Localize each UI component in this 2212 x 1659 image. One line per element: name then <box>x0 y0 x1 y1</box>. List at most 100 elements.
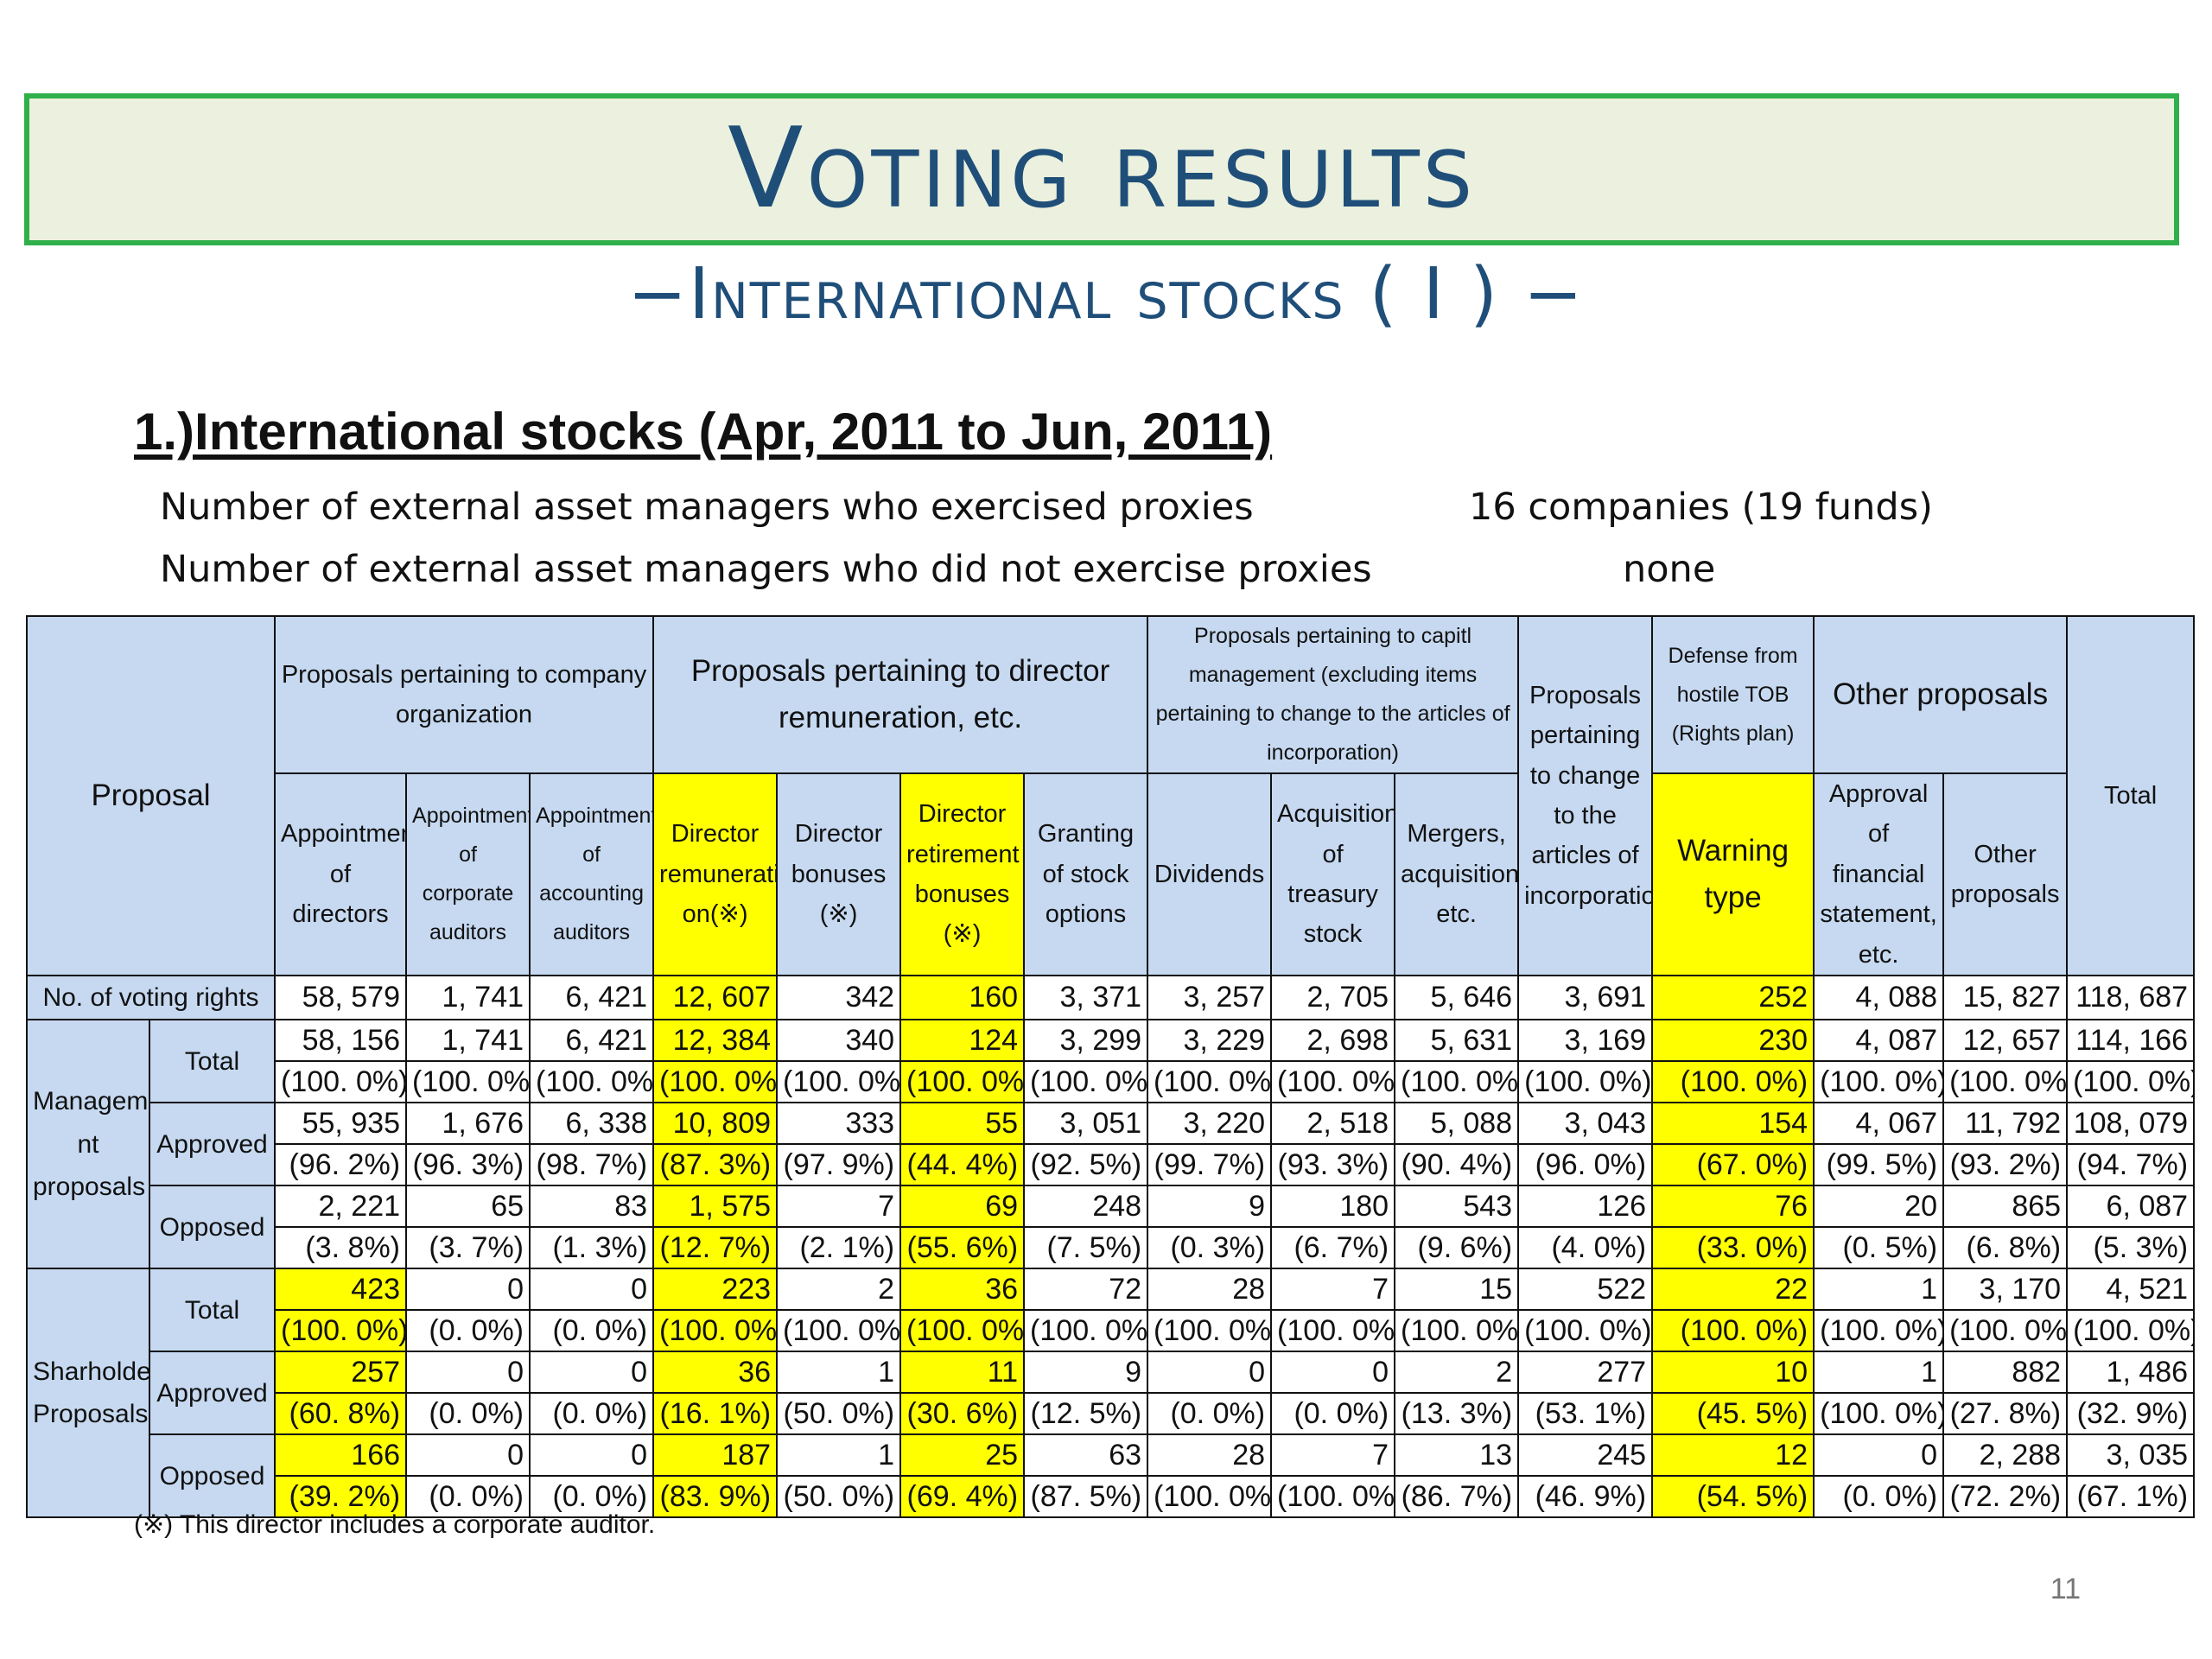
table-cell: 3, 229 <box>1147 1019 1273 1063</box>
table-cell: (93. 3%) <box>1270 1143 1396 1187</box>
table-cell: 1 <box>1813 1351 1945 1395</box>
info-exercised-value: 16 companies (19 funds) <box>1469 486 1933 529</box>
table-cell: (12. 5%) <box>1023 1392 1149 1436</box>
table-cell: (27. 8%) <box>1942 1392 2069 1436</box>
table-cell: 154 <box>1651 1102 1815 1146</box>
title-box: Voting results <box>24 93 2179 245</box>
table-cell: 6, 421 <box>529 1019 655 1063</box>
table-cell: (100. 0%) <box>1270 1475 1396 1519</box>
table-cell: (100. 0%) <box>2066 1309 2196 1353</box>
table-cell: 248 <box>1023 1185 1149 1229</box>
table-cell: 0 <box>529 1268 655 1312</box>
table-cell: (100. 0%) <box>1942 1060 2069 1104</box>
table-cell: 114, 166 <box>2066 1019 2196 1063</box>
group-header-defense-tob: Defense from hostile TOB (Rights plan) <box>1651 615 1815 774</box>
col-header-appointment-corporate-auditors: Appointment of corporate auditors <box>405 772 531 976</box>
table-cell: 5, 088 <box>1394 1102 1520 1146</box>
table-cell: 223 <box>652 1268 779 1312</box>
section-heading: 1.)International stocks (Apr, 2011 to Ju… <box>134 403 1273 461</box>
table-cell: (60. 8%) <box>274 1392 408 1436</box>
table-cell: 0 <box>529 1351 655 1395</box>
table-cell: 245 <box>1517 1433 1654 1478</box>
table-cell: 180 <box>1270 1185 1396 1229</box>
table-cell: 1, 741 <box>405 974 531 1021</box>
col-header-dividends: Dividends <box>1147 772 1273 976</box>
table-cell: (98. 7%) <box>529 1143 655 1187</box>
row-label-mgmt-total: Total <box>148 1019 276 1104</box>
table-cell: 6, 338 <box>529 1102 655 1146</box>
group-header-company-organization: Proposals pertaining to company organiza… <box>274 615 655 774</box>
table-cell: 5, 646 <box>1394 974 1520 1021</box>
table-cell: (100. 0%) <box>1517 1309 1654 1353</box>
table-cell: (2. 1%) <box>776 1226 902 1270</box>
table-cell: (100. 0%) <box>1813 1392 1945 1436</box>
table-cell: (100. 0%) <box>1394 1309 1520 1353</box>
table-cell: 10, 809 <box>652 1102 779 1146</box>
table-cell: (100. 0%) <box>529 1060 655 1104</box>
table-cell: (100. 0%) <box>776 1060 902 1104</box>
table-cell: (100. 0%) <box>1813 1060 1945 1104</box>
table-cell: 0 <box>405 1268 531 1312</box>
table-cell: 160 <box>899 974 1026 1021</box>
col-header-warning-type: Warning type <box>1651 772 1815 976</box>
table-cell: (100. 0%) <box>1270 1309 1396 1353</box>
col-header-director-retirement-bonuses: Director retirement bonuses (※) <box>899 772 1026 976</box>
table-cell: (100. 0%) <box>776 1309 902 1353</box>
table-cell: 0 <box>1270 1351 1396 1395</box>
row-sh-opposed-pct: (39. 2%) (0. 0%) (0. 0%) (83. 9%) (50. 0%) (6… <box>27 1475 2196 1519</box>
table-cell: (90. 4%) <box>1394 1143 1520 1187</box>
table-cell: (1. 3%) <box>529 1226 655 1270</box>
col-header-appointment-directors: Appointment of directors <box>274 772 408 976</box>
table-cell: (32. 9%) <box>2066 1392 2196 1436</box>
table-cell: (86. 7%) <box>1394 1475 1520 1519</box>
table-cell: (6. 8%) <box>1942 1226 2069 1270</box>
row-label-management-proposals: Manageme nt proposals <box>26 1019 150 1270</box>
table-cell: (94. 7%) <box>2066 1143 2196 1187</box>
table-cell: (53. 1%) <box>1517 1392 1654 1436</box>
table-cell: (100. 0%) <box>1023 1060 1149 1104</box>
table-cell: 252 <box>1651 974 1815 1021</box>
row-mgmt-total-pct: (100. 0%) (100. 0%) (100. 0%) (100. 0%) (100… <box>27 1060 2196 1104</box>
table-cell: 2, 221 <box>274 1185 408 1229</box>
table-cell: (100. 0%) <box>1023 1309 1149 1353</box>
table-cell: 2 <box>776 1268 902 1312</box>
row-voting-rights: No. of voting rights 58, 579 1, 741 6, 421… <box>25 974 2196 1021</box>
table-cell: (87. 5%) <box>1023 1475 1149 1519</box>
table-cell: (100. 0%) <box>899 1309 1026 1353</box>
table-cell: 340 <box>776 1019 902 1063</box>
table-cell: (9. 6%) <box>1394 1226 1520 1270</box>
col-header-financial-statement: Approval of financial statement, etc. <box>1813 772 1945 976</box>
table-cell: 72 <box>1023 1268 1149 1312</box>
table-cell: 865 <box>1942 1185 2069 1229</box>
row-label-sh-total: Total <box>148 1268 276 1353</box>
table-cell: 7 <box>1270 1268 1396 1312</box>
table-cell: (83. 9%) <box>652 1475 779 1519</box>
info-not-exercised-label: Number of external asset managers who di… <box>160 548 1372 591</box>
table-cell: (100. 0%) <box>1813 1309 1945 1353</box>
table-cell: (100. 0%) <box>1517 1060 1654 1104</box>
table-cell: 58, 156 <box>274 1019 408 1063</box>
table-cell: (6. 7%) <box>1270 1226 1396 1270</box>
table-cell: 166 <box>274 1433 408 1478</box>
col-header-mergers: Mergers, acquisition, etc. <box>1394 772 1520 976</box>
page-number: 11 <box>2050 1573 2081 1605</box>
table-cell: 0 <box>405 1433 531 1478</box>
info-not-exercised-value: none <box>1623 548 1716 591</box>
header-row-groups: Proposal Proposals pertaining to company… <box>25 615 2196 976</box>
table-cell: 36 <box>899 1268 1026 1312</box>
table-cell: 1, 486 <box>2066 1351 2196 1395</box>
table-cell: 58, 579 <box>274 974 408 1021</box>
table-cell: 76 <box>1651 1185 1815 1229</box>
table-cell: 25 <box>899 1433 1026 1478</box>
table-cell: 3, 691 <box>1517 974 1654 1021</box>
table-cell: 10 <box>1651 1351 1815 1395</box>
table-cell: (0. 0%) <box>405 1392 531 1436</box>
table-cell: (93. 2%) <box>1942 1143 2069 1187</box>
table-cell: 3, 051 <box>1023 1102 1149 1146</box>
table-cell: (100. 0%) <box>652 1309 779 1353</box>
table-cell: (97. 9%) <box>776 1143 902 1187</box>
table-cell: 257 <box>274 1351 408 1395</box>
table-cell: 2, 518 <box>1270 1102 1396 1146</box>
table-cell: 12, 607 <box>652 974 779 1021</box>
